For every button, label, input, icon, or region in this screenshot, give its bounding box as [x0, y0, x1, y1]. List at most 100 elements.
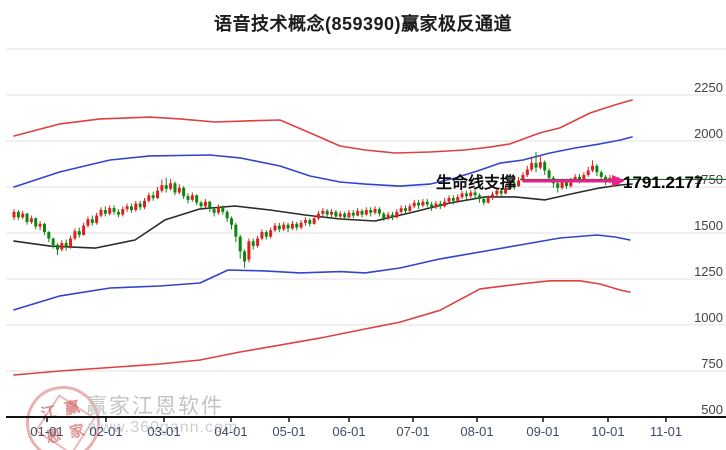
candle-body: [399, 208, 403, 212]
candle-body: [438, 203, 442, 207]
candle-body: [338, 213, 342, 217]
x-axis-tick-label: 04-01: [214, 424, 247, 439]
candle-body: [504, 187, 508, 194]
candle-body: [451, 198, 455, 201]
candle-body: [160, 185, 164, 191]
candle-body: [64, 243, 68, 247]
candle-body: [404, 208, 407, 211]
candle-body: [238, 236, 242, 252]
candle-body: [591, 165, 595, 171]
candle-body: [230, 218, 233, 225]
candle-body: [156, 190, 160, 199]
channel-line-lower_inner_blue: [13, 234, 631, 311]
candle-body: [195, 195, 199, 203]
watermark-brand-text: 赢家江恩软件: [86, 395, 224, 418]
candle-body: [251, 241, 255, 246]
candle-body: [495, 190, 499, 195]
candle-body: [530, 163, 534, 170]
candle-body: [377, 209, 381, 214]
candle-body: [521, 175, 525, 181]
candle-body: [125, 206, 129, 210]
candle-body: [208, 201, 212, 210]
candle-body: [543, 162, 547, 171]
candle-body: [564, 182, 568, 187]
candle-body: [42, 223, 46, 233]
candle-body: [321, 210, 325, 214]
candle-body: [182, 187, 186, 197]
candle-body: [186, 196, 190, 200]
candle-body: [508, 183, 512, 188]
candle-body: [390, 214, 394, 218]
candle-body: [599, 172, 603, 177]
candle-body: [151, 195, 155, 199]
candle-body: [134, 203, 138, 210]
support-arrow-head: [612, 174, 625, 187]
candle-body: [90, 219, 94, 223]
candle-body: [412, 202, 416, 207]
candle-body: [443, 201, 447, 207]
candle-body: [73, 231, 77, 239]
candle-body: [325, 210, 329, 215]
x-axis-tick-label: 09-01: [526, 424, 559, 439]
candle-body: [256, 238, 260, 246]
candle-body: [190, 195, 194, 200]
candle-body: [417, 202, 421, 206]
candle-body: [95, 215, 99, 223]
candle-body: [482, 198, 486, 203]
candle-body: [334, 211, 338, 217]
candle-body: [129, 206, 133, 210]
candle-body: [121, 209, 125, 215]
candle-body: [282, 224, 286, 230]
candle-body: [212, 209, 216, 213]
x-axis-tick-label: 01-01: [30, 424, 63, 439]
y-axis-tick-label: 750: [701, 356, 723, 371]
candle-body: [34, 218, 38, 227]
x-axis-tick-label: 02-01: [89, 424, 122, 439]
y-axis-tick-label: 1250: [694, 264, 723, 279]
candle-body: [486, 198, 490, 203]
watermark-url-text: www.360gann.com: [88, 419, 239, 436]
candle-body: [425, 201, 429, 205]
y-axis-tick-label: 1500: [694, 218, 723, 233]
candle-body: [177, 187, 181, 193]
candle-body: [525, 169, 529, 176]
candle-body: [47, 232, 51, 239]
candle-body: [51, 238, 55, 245]
candle-body: [286, 224, 290, 229]
y-axis-tick-label: 500: [701, 402, 723, 417]
chart-title: 语音技术概念(859390)赢家极反通道: [213, 14, 513, 34]
candle-body: [330, 211, 334, 215]
candle-body: [421, 201, 425, 206]
candle-body: [38, 223, 42, 227]
candle-body: [82, 225, 86, 235]
candle-body: [469, 192, 473, 197]
channel-line-upper_outer_red: [13, 99, 633, 154]
x-axis-tick-label: 05-01: [272, 424, 305, 439]
candle-body: [99, 210, 103, 216]
candle-body: [434, 203, 438, 208]
candle-body: [203, 201, 207, 207]
candle-body: [221, 207, 225, 212]
candle-body: [477, 195, 481, 199]
candle-body: [595, 165, 599, 173]
candle-body: [21, 213, 25, 218]
candle-body: [299, 222, 303, 228]
candle-body: [582, 175, 586, 180]
candle-body: [573, 176, 577, 181]
candle-body: [295, 223, 299, 228]
channel-line-upper_inner_blue: [13, 136, 633, 188]
candle-body: [586, 170, 590, 176]
lifeline-value-annotation: 1791.2177: [623, 173, 704, 192]
candle-body: [103, 210, 107, 214]
candle-body: [77, 231, 81, 235]
candle-body: [29, 218, 33, 222]
candle-body: [356, 210, 360, 216]
candle-body: [25, 213, 29, 222]
candle-body: [360, 210, 364, 215]
candle-body: [512, 183, 516, 187]
candle-body: [430, 204, 434, 208]
candle-body: [364, 210, 368, 215]
candle-body: [147, 195, 151, 201]
